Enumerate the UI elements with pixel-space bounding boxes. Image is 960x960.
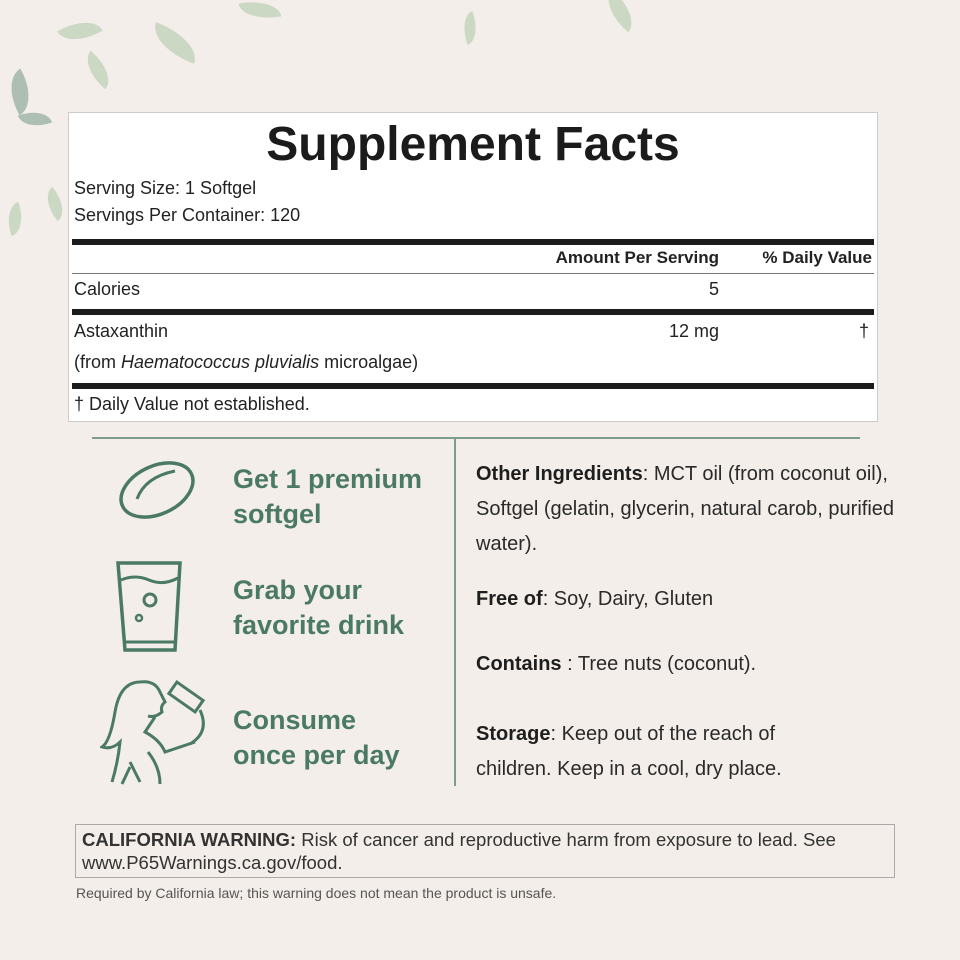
astaxanthin-source: (from Haematococcus pluvialis microalgae…	[74, 352, 419, 372]
serving-size: Serving Size: 1 Softgel	[74, 178, 257, 198]
step-3-text: Consume once per day	[233, 705, 400, 770]
divider	[72, 273, 874, 274]
woman-drinking-icon	[100, 679, 206, 785]
calories-amount: 5	[708, 279, 719, 299]
contains: Contains : Tree nuts (coconut).	[476, 653, 757, 675]
step-2-text: Grab your favorite drink	[233, 575, 405, 640]
softgel-icon	[119, 461, 195, 519]
astaxanthin-label: Astaxanthin	[74, 321, 169, 341]
calories-label: Calories	[74, 279, 141, 299]
california-warning: CALIFORNIA WARNING: Risk of cancer and r…	[75, 824, 895, 878]
servings-per-container: Servings Per Container: 120	[74, 205, 301, 225]
facts-title: Supplement Facts	[266, 118, 680, 171]
column-divider	[454, 438, 456, 786]
daily-value-header: % Daily Value	[762, 248, 872, 267]
step-1-text: Get 1 premium softgel	[233, 464, 423, 529]
divider	[72, 383, 874, 389]
glass-icon	[116, 561, 182, 652]
other-ingredients: Other Ingredients: MCT oil (from coconut…	[476, 463, 895, 555]
free-of: Free of: Soy, Dairy, Gluten	[476, 588, 714, 610]
astaxanthin-amount: 12 mg	[668, 321, 719, 341]
divider	[72, 309, 874, 315]
section-divider	[92, 437, 860, 439]
footnote: † Daily Value not established.	[74, 394, 310, 414]
storage: Storage: Keep out of the reach of childr…	[476, 723, 782, 780]
supplement-facts-panel: Supplement Facts Serving Size: 1 Softgel…	[68, 112, 878, 422]
required-note: Required by California law; this warning…	[76, 885, 557, 901]
amount-header: Amount Per Serving	[555, 248, 719, 267]
divider	[72, 239, 874, 245]
astaxanthin-dv: †	[858, 321, 869, 341]
